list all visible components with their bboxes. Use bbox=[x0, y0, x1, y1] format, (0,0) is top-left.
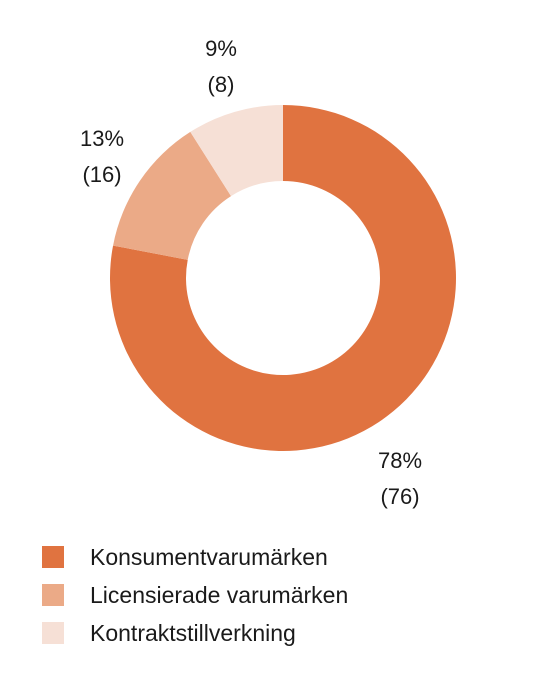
slice-count-label-0: (76) bbox=[380, 484, 419, 509]
slice-count-label-1: (16) bbox=[82, 162, 121, 187]
donut-slice-0 bbox=[109, 105, 456, 451]
legend-label-kontraktstillverkning: Kontraktstillverkning bbox=[90, 619, 296, 646]
legend-swatch-licensierade-varumarken bbox=[42, 584, 64, 606]
chart-legend: Konsumentvarumärken Licensierade varumär… bbox=[42, 538, 348, 652]
donut-chart: 78% (76) 13% (16) 9% (8) bbox=[80, 36, 456, 509]
legend-swatch-kontraktstillverkning bbox=[42, 622, 64, 644]
donut-slice-1 bbox=[113, 131, 232, 260]
legend-swatch-konsumentvarumarken bbox=[42, 546, 64, 568]
donut-slice-2 bbox=[190, 105, 283, 197]
legend-label-licensierade-varumarken: Licensierade varumärken bbox=[90, 581, 349, 608]
slice-percent-label-0: 78% bbox=[378, 448, 422, 473]
legend-item-licensierade-varumarken: Licensierade varumärken bbox=[42, 576, 348, 614]
slice-percent-label-1: 13% bbox=[80, 126, 124, 151]
slice-percent-label-2: 9% bbox=[205, 36, 237, 61]
slice-count-label-2: (8) bbox=[208, 72, 235, 97]
legend-label-konsumentvarumarken: Konsumentvarumärken bbox=[90, 543, 328, 570]
legend-item-kontraktstillverkning: Kontraktstillverkning bbox=[42, 614, 348, 652]
donut-chart-svg: 78% (76) 13% (16) 9% (8) bbox=[80, 36, 456, 509]
legend-item-konsumentvarumarken: Konsumentvarumärken bbox=[42, 538, 348, 576]
